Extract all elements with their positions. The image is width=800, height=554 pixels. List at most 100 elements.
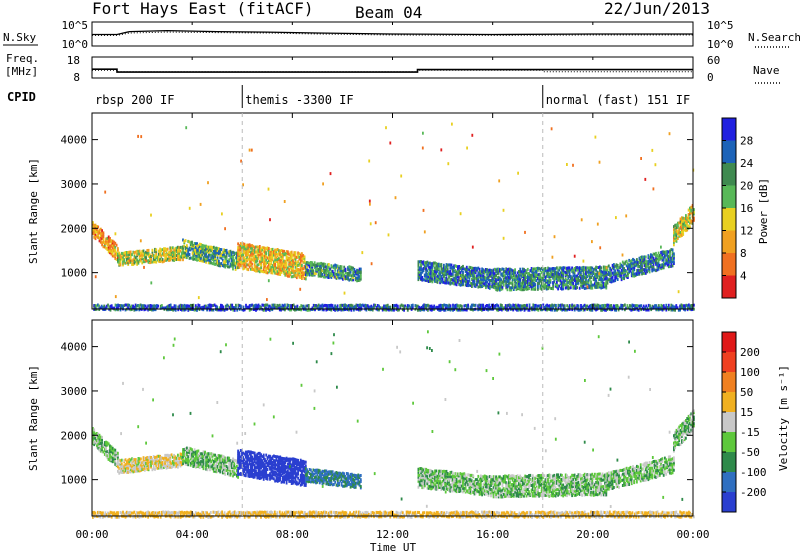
heatmap-cell [341,308,344,312]
heatmap-cell [519,279,522,283]
heatmap-cell [437,267,440,271]
heatmap-cell [595,276,597,280]
heatmap-cell [431,271,434,275]
heatmap-cell [122,252,124,256]
heatmap-cell [531,283,534,287]
heatmap-cell [439,303,442,307]
heatmap-cell [434,261,436,265]
heatmap-cell [587,278,590,282]
heatmap-cell [212,245,215,249]
heatmap-cell [645,304,648,308]
heatmap-cell [329,306,331,310]
heatmap-cell [154,459,156,463]
heatmap-cell [310,263,312,267]
heatmap-cell [671,248,674,252]
nave-line [92,69,693,73]
heatmap-cell [209,303,212,307]
heatmap-cell [157,465,160,469]
heatmap-cell [451,122,453,126]
heatmap-cell [183,251,186,255]
heatmap-cell [447,308,449,312]
heatmap-cell [247,243,250,247]
heatmap-cell [594,135,597,139]
heatmap-cell [210,460,213,464]
heatmap-cell [212,467,215,471]
heatmap-cell [288,262,291,266]
heatmap-cell [651,265,654,269]
heatmap-cell [295,267,298,271]
heatmap-cell [639,258,642,262]
heatmap-cell [201,456,204,460]
heatmap-cell [418,308,420,312]
heatmap-cell [605,281,608,285]
heatmap-cell [510,268,513,272]
heatmap-cell [573,308,576,312]
heatmap-cell [488,286,491,290]
heatmap-cell [571,270,573,274]
heatmap-cell [683,306,685,309]
heatmap-cell [242,305,245,309]
heatmap-cell [528,277,530,281]
heatmap-cell [526,267,529,271]
heatmap-cell [294,251,297,255]
heatmap-cell [261,260,264,264]
heatmap-cell [385,308,388,312]
heatmap-cell [425,279,427,282]
heatmap-cell [568,304,571,308]
heatmap-cell [614,279,617,283]
heatmap-cell [573,269,576,273]
heatmap-cell [496,270,499,274]
heatmap-cell [671,308,674,312]
heatmap-cell [571,308,574,312]
heatmap-cell [208,303,211,307]
heatmap-cell [113,448,115,452]
heatmap-cell [439,263,441,267]
heatmap-cell [572,163,574,167]
heatmap-cell [170,249,173,253]
heatmap-cell [114,448,117,452]
heatmap-cell [506,280,509,283]
heatmap-cell [207,248,210,252]
heatmap-cell [662,258,665,262]
heatmap-cell [134,469,137,473]
heatmap-cell [431,280,434,284]
heatmap-cell [202,256,205,260]
heatmap-cell [165,464,168,468]
heatmap-cell [203,255,206,259]
heatmap-cell [322,275,325,279]
heatmap-cell [356,276,358,280]
heatmap-cell [656,261,659,265]
heatmap-cell [126,257,128,261]
heatmap-cell [186,245,188,249]
heatmap-cell [502,236,505,240]
heatmap-cell [101,229,103,233]
heatmap-cell [567,287,570,291]
heatmap-cell [544,308,547,312]
heatmap-cell [267,253,270,257]
heatmap-cell [169,454,172,458]
heatmap-cell [154,462,156,465]
heatmap-cell [582,281,585,284]
heatmap-cell [468,272,471,276]
heatmap-cell [426,277,429,281]
heatmap-cell [600,286,603,290]
heatmap-cell [293,253,296,257]
heatmap-cell [687,224,690,228]
heatmap-cell [110,252,113,256]
heatmap-cell [538,279,540,283]
heatmap-cell [426,275,429,279]
heatmap-cell [248,254,251,258]
heatmap-cell [166,458,169,462]
heatmap-cell [155,465,158,469]
heatmap-cell [170,453,173,457]
heatmap-cell [476,279,478,283]
heatmap-cell [628,270,631,273]
heatmap-cell [299,271,302,275]
heatmap-cell [152,257,155,261]
heatmap-cell [592,268,595,271]
heatmap-cell [314,304,316,307]
heatmap-cell [160,463,163,467]
heatmap-cell [200,243,202,246]
heatmap-cell [244,251,247,255]
